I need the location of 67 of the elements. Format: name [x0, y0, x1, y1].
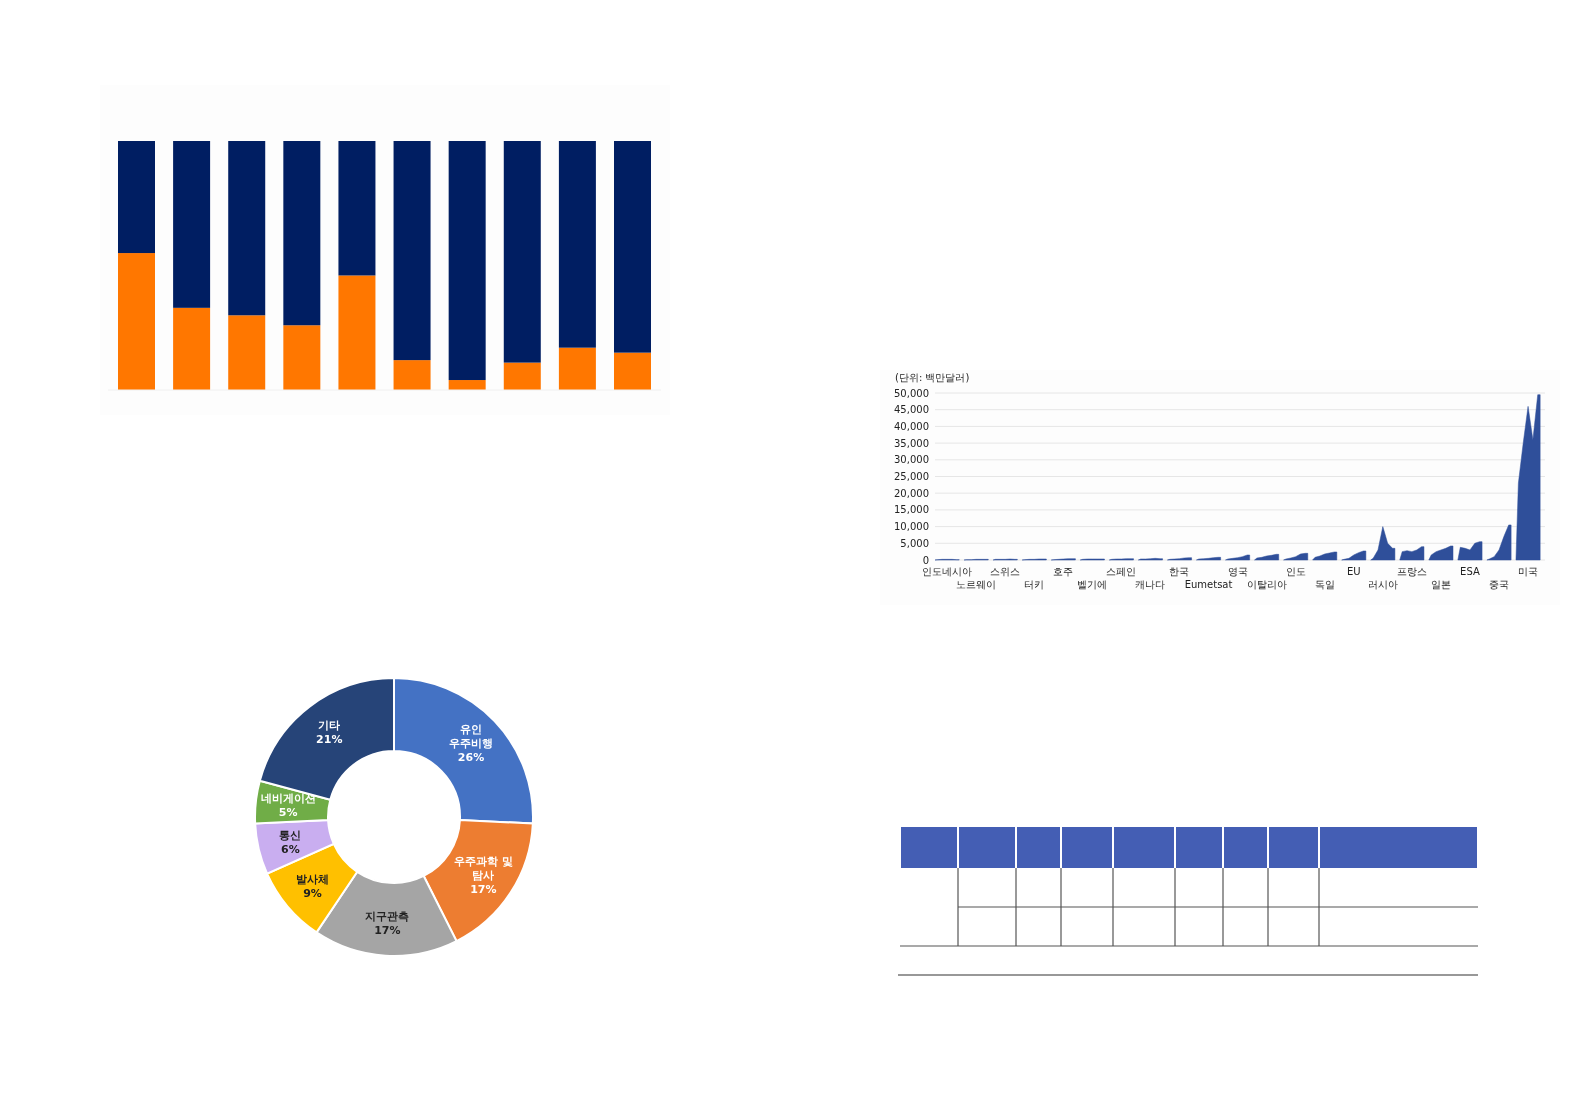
x-tick-label: 인도	[1285, 566, 1306, 577]
data-label: 5%	[278, 806, 298, 820]
y-tick-label: 25,000	[894, 471, 929, 482]
y-tick-label: 20,000	[894, 487, 929, 499]
y-tick-label: 50,000	[894, 387, 929, 399]
bar	[448, 380, 486, 390]
x-tick-label: 중국	[1489, 579, 1510, 590]
x-tick-label: 호주	[1053, 566, 1074, 577]
y-tick-label: 15,000	[894, 504, 929, 516]
bar	[558, 141, 596, 348]
x-tick-label: 미국	[1518, 566, 1539, 577]
data-label: 17%	[470, 882, 497, 896]
bar	[393, 360, 431, 390]
y-tick-label: 35,000	[894, 437, 929, 449]
x-tick-label: 영국	[1227, 566, 1248, 577]
x-tick-label: 러시아	[1367, 579, 1398, 590]
data-label: 9%	[303, 886, 322, 900]
bar	[173, 141, 211, 308]
data-label: 17%	[374, 924, 401, 938]
x-tick-label: 일본	[1430, 579, 1451, 590]
slice-label: 발사체	[296, 872, 330, 886]
slice-label: 기타	[318, 719, 341, 733]
x-tick-label: 터키	[1024, 579, 1045, 590]
y-tick-label: 30,000	[894, 454, 929, 466]
bar	[448, 141, 486, 381]
bar	[558, 347, 596, 390]
bar	[173, 307, 211, 390]
bar	[228, 141, 266, 316]
bar	[118, 253, 155, 390]
y-tick-label: 45,000	[894, 404, 929, 416]
bar	[118, 141, 155, 254]
slice-label: 통신	[279, 828, 302, 842]
bar	[283, 141, 321, 326]
x-tick-label: EU	[1346, 566, 1361, 577]
y-tick-label: 40,000	[894, 420, 929, 432]
data-label: 21%	[316, 733, 343, 747]
x-tick-label: 프랑스	[1396, 566, 1427, 577]
x-tick-label: 벨기에	[1077, 579, 1108, 590]
x-tick-label: Eumetsat	[1184, 579, 1233, 590]
y-axis-title: (단위: 백만달러)	[895, 372, 970, 383]
x-tick-label: 노르웨이	[956, 579, 997, 590]
bar	[503, 141, 541, 363]
bar	[503, 362, 541, 390]
bar	[228, 315, 266, 390]
y-tick-label: 0	[922, 554, 929, 566]
slice-label: 지구관측	[364, 910, 410, 924]
x-tick-label: 스페인	[1106, 566, 1137, 577]
x-tick-label: 독일	[1314, 579, 1335, 590]
bar	[393, 141, 431, 361]
x-tick-label: 이탈리아	[1246, 579, 1287, 590]
x-tick-label: ESA	[1460, 566, 1480, 577]
bar	[338, 141, 376, 276]
x-tick-label: 캐나다	[1135, 579, 1166, 590]
data-label: 6%	[281, 842, 300, 856]
y-tick-label: 5,000	[900, 537, 929, 549]
bar	[614, 352, 651, 390]
slice-label: 유인 우주비행	[449, 723, 494, 751]
slice-label: 우주과학 및 탐사	[453, 854, 513, 882]
bar	[614, 141, 651, 353]
slice-label: 네비게이션	[260, 792, 316, 806]
bar	[338, 275, 376, 390]
y-tick-label: 10,000	[894, 521, 929, 533]
bar	[283, 325, 321, 390]
x-tick-label: 스위스	[990, 566, 1021, 577]
x-tick-label: 한국	[1169, 566, 1190, 577]
x-tick-label: 인도네시아	[922, 566, 973, 577]
data-label: 26%	[457, 751, 485, 765]
